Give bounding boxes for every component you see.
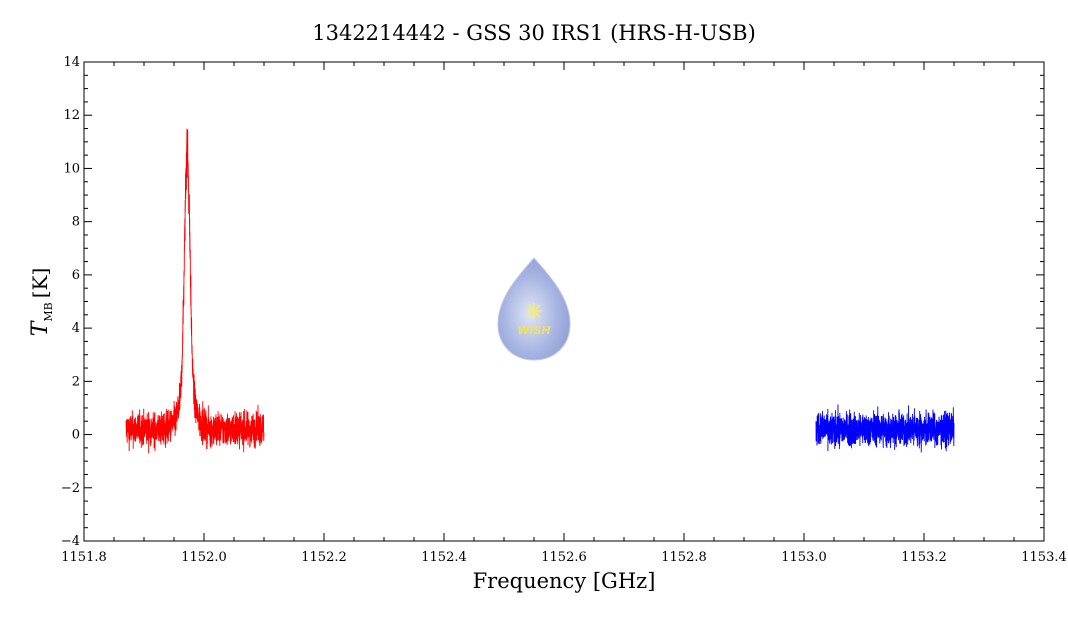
y-tick-label: 10 [63,161,80,176]
y-tick-label: 14 [63,55,80,70]
spectrum-series-2 [815,404,955,453]
x-axis-label: Frequency [GHz] [473,569,656,593]
x-tick-label: 1152.2 [301,550,347,565]
x-tick-label: 1152.0 [181,550,227,565]
y-axis-label-symbol: T [28,319,53,336]
star-icon [526,303,542,319]
y-tick-label: −4 [61,534,80,549]
x-tick-label: 1153.0 [781,550,827,565]
svg-text:TMB[K]: TMB [K] [28,268,55,337]
x-tick-label: 1151.8 [61,550,107,565]
y-axis-label-subscript: MB [42,302,55,321]
y-axis: −4 −2 0 2 4 6 8 10 12 14 [61,55,1044,549]
y-tick-label: 2 [72,374,80,389]
y-tick-label: 12 [63,108,80,123]
x-tick-label: 1152.6 [541,550,587,565]
x-tick-label: 1153.4 [1021,550,1067,565]
y-tick-label: 6 [72,268,80,283]
x-tick-label: 1152.8 [661,550,707,565]
logo-text: WISH [517,324,550,337]
series-layer [125,128,955,454]
chart-title: 1342214442 - GSS 30 IRS1 (HRS-H-USB) [312,21,756,45]
y-tick-label: −2 [61,481,80,496]
x-axis: 1151.8 1152.0 1152.2 1152.4 1152.6 1152.8 1153… [61,62,1067,565]
x-tick-label: 1152.4 [421,550,467,565]
spectrum-series-1 [125,128,265,454]
wish-logo: WISH [497,257,571,361]
y-tick-label: 4 [72,321,80,336]
y-tick-label: 8 [72,215,80,230]
y-axis-label: TMB [K] [28,268,55,337]
y-tick-label: 0 [72,428,80,443]
y-axis-label-unit: [K] [28,268,52,299]
x-tick-label: 1153.2 [901,550,947,565]
